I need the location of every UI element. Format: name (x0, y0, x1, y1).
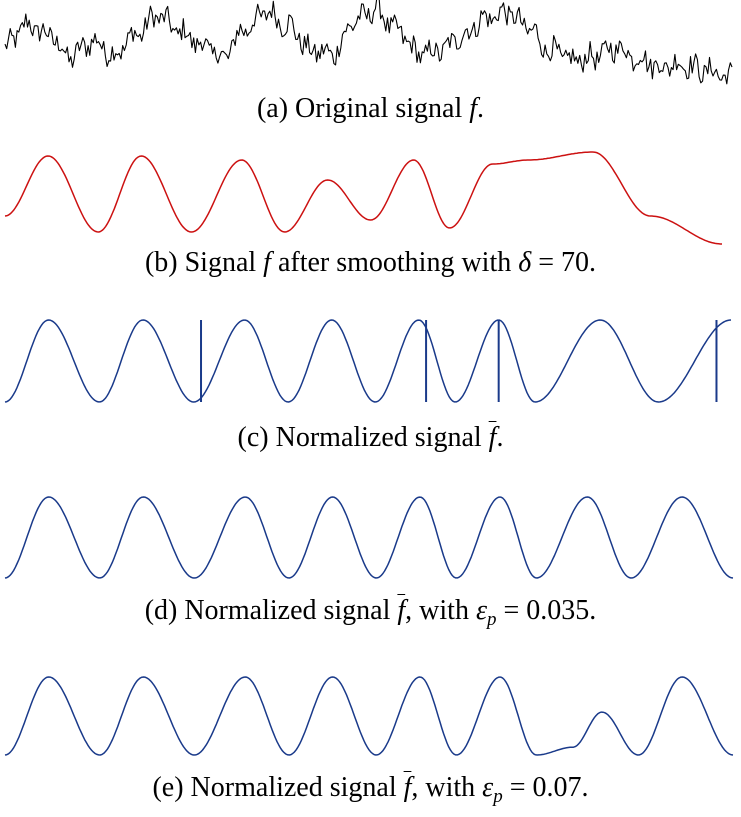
caption-a-text: (a) Original signal (256, 93, 470, 124)
caption-e-sub: p (493, 786, 503, 807)
panel-c: (c) Normalized signal f. (0, 300, 741, 470)
chart-d (4, 496, 734, 579)
chart-e (4, 676, 734, 756)
caption-d-mid: , with (405, 595, 476, 626)
caption-d: (d) Normalized signal f, with εp = 0.035… (0, 595, 741, 636)
caption-a-symbol: f (469, 93, 478, 124)
caption-e-end: = 0.07. (502, 772, 589, 803)
panel-a: (a) Original signal f. (0, 0, 741, 140)
signal-line-b (4, 151, 722, 245)
caption-c-text: (c) Normalized signal (237, 422, 489, 453)
signal-line-a (4, 0, 733, 85)
caption-e-symbol: f (403, 772, 412, 803)
caption-e-greek: ε (482, 772, 494, 803)
caption-b-greek: δ (518, 247, 532, 278)
caption-b-symbol: f (263, 247, 271, 278)
caption-d-greek: ε (475, 595, 487, 626)
caption-a: (a) Original signal f. (0, 93, 741, 125)
caption-a-end: . (477, 93, 485, 124)
caption-e-mid: , with (411, 772, 483, 803)
signal-line-e (4, 676, 734, 756)
chart-c (4, 319, 732, 403)
panel-d: (d) Normalized signal f, with εp = 0.035… (0, 480, 741, 640)
caption-c-end: . (496, 422, 504, 453)
caption-d-end: = 0.035. (496, 595, 597, 626)
caption-e-text: (e) Normalized signal (152, 772, 404, 803)
caption-d-sub: p (487, 609, 497, 630)
chart-b (4, 151, 722, 245)
signal-line-c (4, 319, 732, 403)
signal-line-d (4, 496, 734, 579)
caption-d-symbol: f (397, 595, 406, 626)
chart-a (4, 0, 733, 85)
caption-b-text: (b) Signal (144, 247, 264, 278)
caption-c-symbol: f (488, 422, 497, 453)
caption-e: (e) Normalized signal f, with εp = 0.07. (0, 772, 741, 813)
caption-c: (c) Normalized signal f. (0, 422, 741, 454)
caption-b-end: = 70. (531, 247, 597, 278)
caption-b: (b) Signal f after smoothing with δ = 70… (0, 247, 741, 279)
panel-e: (e) Normalized signal f, with εp = 0.07. (0, 660, 741, 817)
caption-b-mid: after smoothing with (270, 247, 519, 278)
caption-d-text: (d) Normalized signal (144, 595, 398, 626)
panel-b: (b) Signal f after smoothing with δ = 70… (0, 140, 741, 295)
